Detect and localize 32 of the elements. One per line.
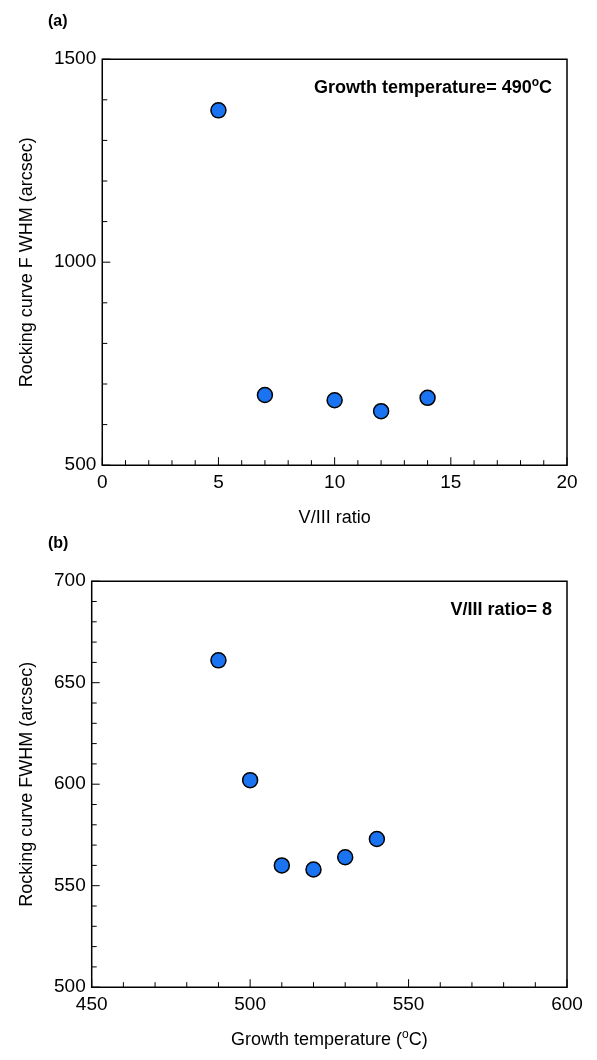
point [241, 771, 259, 789]
point [372, 402, 390, 420]
point [419, 389, 436, 407]
point [368, 830, 386, 848]
chart-title: (a) [48, 12, 68, 30]
y-tick-label: 1000 [53, 250, 97, 272]
x-tick-label: 550 [392, 992, 425, 1014]
point [336, 849, 354, 866]
y-axis-title: Rocking curve FWHM (arcsec) [16, 661, 36, 907]
y-tick-label: 650 [54, 670, 86, 692]
annotation: V/III ratio= 8 [450, 599, 553, 620]
x-tick-label: 5 [213, 470, 224, 492]
point [210, 102, 227, 119]
x-axis-title: V/III ratio [298, 507, 371, 528]
y-tick-label: 600 [54, 772, 86, 794]
y-axis-title: Rocking curve F WHM (arcsec) [16, 137, 36, 388]
chart-title: (b) [48, 534, 69, 552]
x-tick-label: 600 [551, 992, 583, 1014]
y-tick-label: 550 [54, 873, 86, 895]
point [256, 386, 274, 404]
point [326, 391, 343, 409]
x-tick-label: 15 [440, 470, 462, 492]
y-tick-label: 500 [64, 453, 97, 475]
x-tick-label: 500 [234, 992, 266, 1014]
point [305, 861, 322, 878]
x-tick-label: 20 [556, 470, 578, 492]
x-tick-label: 10 [324, 470, 346, 492]
y-tick-label: 700 [54, 569, 86, 591]
x-tick-label: 0 [96, 470, 108, 492]
point [210, 652, 227, 669]
point [273, 857, 291, 874]
y-tick-label: 1500 [53, 47, 97, 69]
